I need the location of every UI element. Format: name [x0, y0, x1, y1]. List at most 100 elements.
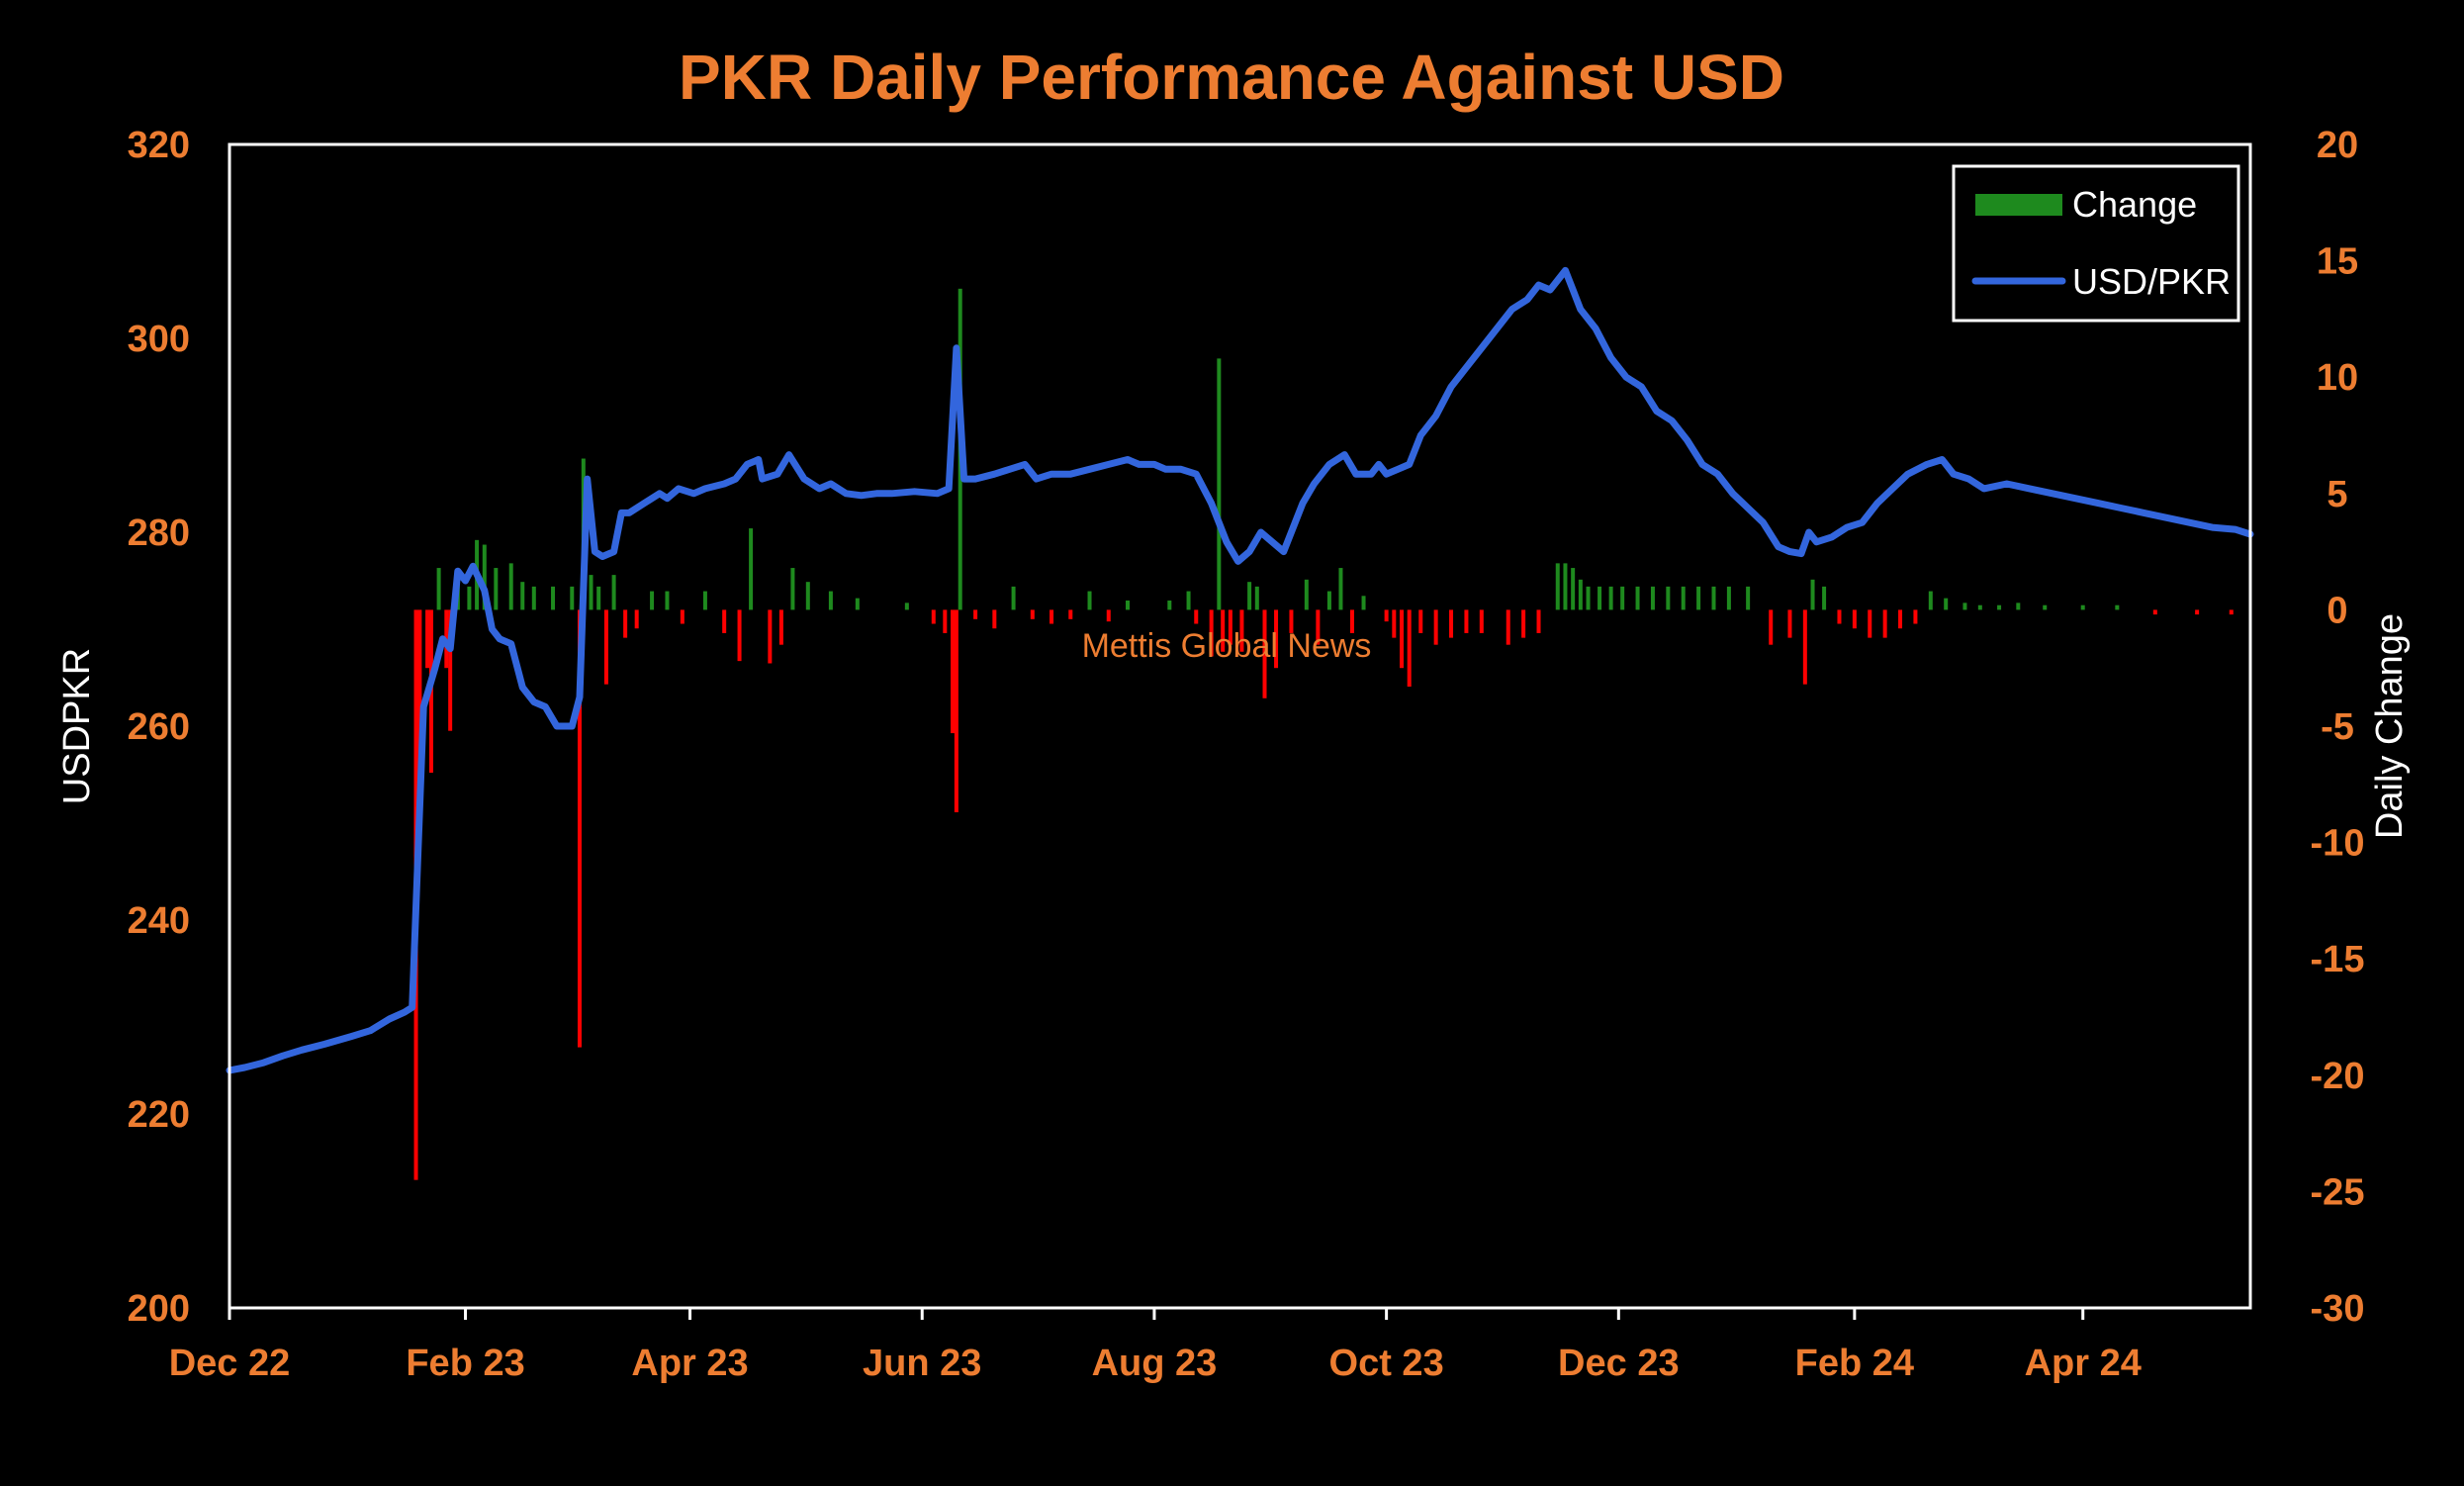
- legend-change-label: Change: [2072, 184, 2197, 225]
- y-axis-right: -30 -25 -20 -15 -10 -5 0 5 10 15 20: [2311, 125, 2365, 1330]
- change-bar: [1262, 609, 1267, 698]
- change-bar: [1274, 609, 1279, 669]
- change-bar: [596, 586, 601, 610]
- change-bar: [551, 586, 556, 610]
- change-bar: [1326, 591, 1331, 610]
- y-tick-label: 200: [128, 1288, 190, 1330]
- y-tick-label: 220: [128, 1094, 190, 1136]
- y-tick-label: 300: [128, 319, 190, 360]
- change-bar: [494, 568, 499, 610]
- change-bar: [603, 609, 608, 685]
- change-bar: [1521, 609, 1526, 638]
- y2-tick-label: -15: [2311, 939, 2365, 980]
- y2-tick-label: 0: [2327, 590, 2347, 631]
- change-bar: [2152, 609, 2157, 615]
- change-bar: [1479, 609, 1484, 633]
- change-bar: [1810, 579, 1815, 610]
- change-bar: [790, 568, 795, 610]
- change-bar: [1289, 609, 1294, 633]
- y2-tick-label: 20: [2317, 125, 2358, 166]
- change-bar: [417, 609, 422, 774]
- change-bar: [855, 598, 860, 610]
- y2-tick-label: -25: [2311, 1171, 2365, 1213]
- change-bar: [1944, 598, 1949, 610]
- change-bar: [436, 568, 441, 610]
- change-bar: [1536, 609, 1541, 633]
- change-bar: [508, 563, 513, 610]
- change-bar: [1239, 609, 1244, 652]
- x-tick-label: Dec 23: [1558, 1343, 1680, 1384]
- change-bar: [577, 609, 582, 1048]
- change-bar: [1571, 568, 1576, 610]
- change-bar: [1555, 563, 1560, 610]
- y-tick-label: 280: [128, 512, 190, 554]
- change-bar: [1449, 609, 1454, 638]
- change-bar: [1997, 604, 2002, 610]
- y-tick-label: 240: [128, 900, 190, 942]
- y2-axis-label: Daily Change: [2369, 613, 2411, 839]
- change-bar: [768, 609, 773, 664]
- change-bar: [2195, 609, 2200, 615]
- change-bar: [1666, 586, 1671, 610]
- y2-tick-label: -30: [2311, 1288, 2365, 1330]
- change-bar: [954, 609, 958, 813]
- change-bar: [904, 603, 909, 610]
- change-bar: [611, 575, 616, 610]
- x-tick-label: Feb 23: [406, 1343, 524, 1384]
- change-bar: [2080, 604, 2085, 610]
- change-bar: [1011, 586, 1016, 610]
- change-bar: [737, 609, 742, 662]
- change-bar: [1217, 358, 1222, 610]
- change-bar: [1746, 586, 1751, 610]
- change-bar: [828, 591, 833, 610]
- change-bar: [520, 582, 525, 610]
- change-bar: [531, 586, 536, 610]
- change-bar: [1433, 609, 1438, 645]
- y-tick-label: 320: [128, 125, 190, 166]
- x-axis: Dec 22 Feb 23 Apr 23 Jun 23 Aug 23 Oct 23 Dec …: [169, 1308, 2142, 1384]
- change-bar: [778, 609, 783, 645]
- change-bar: [1802, 609, 1807, 685]
- change-bar: [1506, 609, 1510, 645]
- change-bar: [931, 609, 936, 624]
- change-bar: [1126, 600, 1130, 610]
- change-bar: [623, 609, 628, 638]
- change-bar: [1247, 582, 1252, 610]
- usdpkr-line-layer: [226, 266, 2254, 1074]
- change-bar: [943, 609, 948, 633]
- change-bar: [1221, 609, 1226, 652]
- change-bar: [1186, 591, 1191, 610]
- y-tick-label: 260: [128, 706, 190, 748]
- change-bar: [973, 609, 978, 619]
- change-bar: [467, 586, 472, 610]
- change-bar: [1608, 586, 1613, 610]
- usdpkr-line: [226, 266, 2254, 1074]
- change-bar: [425, 609, 430, 669]
- change-bar: [1384, 609, 1389, 622]
- change-bar: [1167, 600, 1172, 610]
- x-tick-label: Dec 22: [169, 1343, 291, 1384]
- change-bar: [1106, 609, 1111, 622]
- change-bar: [482, 544, 487, 610]
- y2-tick-label: 15: [2317, 241, 2358, 283]
- change-bar: [1350, 609, 1354, 633]
- change-bar: [1868, 609, 1872, 638]
- y-axis-left: 200 220 240 260 280 300 320: [128, 125, 190, 1330]
- x-tick-label: Apr 24: [2025, 1343, 2142, 1384]
- change-bar: [992, 609, 997, 629]
- change-bar: [680, 609, 684, 624]
- change-bar: [1407, 609, 1412, 688]
- change-bar: [1087, 591, 1092, 610]
- plot-frame: [228, 142, 2252, 1310]
- change-bar: [1650, 586, 1655, 610]
- x-tick-label: Jun 23: [863, 1343, 981, 1384]
- change-bar: [1898, 609, 1903, 629]
- change-bar: [1194, 609, 1199, 624]
- x-tick-label: Apr 23: [631, 1343, 748, 1384]
- change-bar: [1822, 586, 1827, 610]
- legend-change-swatch: [1975, 194, 2062, 216]
- change-bar: [634, 609, 639, 629]
- chart-title: PKR Daily Performance Against USD: [679, 42, 1784, 113]
- change-bar: [1597, 586, 1602, 610]
- change-bar: [1913, 609, 1918, 624]
